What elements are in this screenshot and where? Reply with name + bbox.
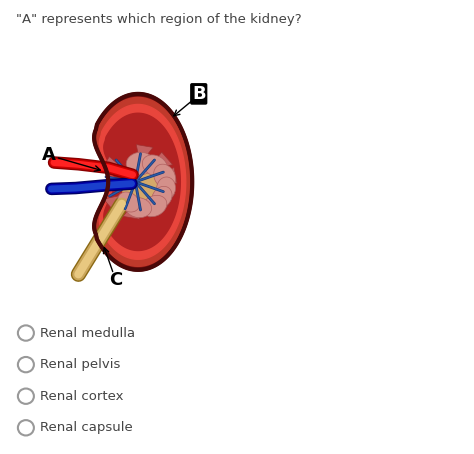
Ellipse shape <box>118 192 139 212</box>
Ellipse shape <box>142 155 167 176</box>
Polygon shape <box>101 157 128 173</box>
Text: C: C <box>109 271 122 289</box>
Polygon shape <box>100 104 186 259</box>
Polygon shape <box>136 144 153 164</box>
Text: B: B <box>192 85 206 103</box>
Text: Renal medulla: Renal medulla <box>40 326 135 340</box>
Text: Renal cortex: Renal cortex <box>40 390 124 403</box>
Polygon shape <box>146 152 173 170</box>
Text: Renal capsule: Renal capsule <box>40 421 133 434</box>
Ellipse shape <box>156 177 175 199</box>
Ellipse shape <box>152 186 172 208</box>
Polygon shape <box>144 197 164 217</box>
Polygon shape <box>96 98 190 266</box>
Ellipse shape <box>122 162 163 211</box>
Text: B: B <box>192 85 206 103</box>
Ellipse shape <box>142 195 167 217</box>
Polygon shape <box>149 168 177 183</box>
Polygon shape <box>103 193 129 212</box>
Text: Renal pelvis: Renal pelvis <box>40 358 120 371</box>
Ellipse shape <box>126 152 155 175</box>
Polygon shape <box>148 191 175 207</box>
Text: A: A <box>42 147 55 164</box>
Ellipse shape <box>125 197 152 217</box>
Polygon shape <box>104 113 180 251</box>
Polygon shape <box>94 94 192 270</box>
Ellipse shape <box>154 164 175 188</box>
Text: "A" represents which region of the kidney?: "A" represents which region of the kidne… <box>16 13 301 26</box>
Polygon shape <box>123 200 140 219</box>
